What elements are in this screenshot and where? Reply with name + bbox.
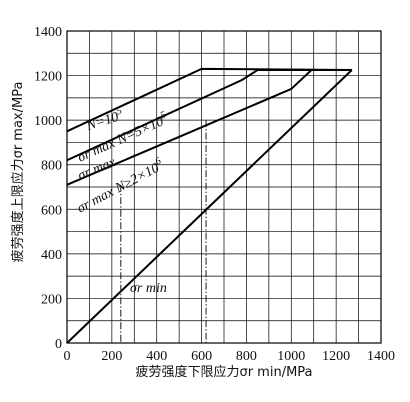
y-tick-label: 600	[41, 203, 62, 218]
y-tick-label: 1000	[34, 114, 62, 129]
annotation-smin: σr min	[130, 281, 167, 296]
series-lines	[66, 67, 353, 344]
y-tick-label: 0	[55, 337, 62, 352]
y-tick-label: 1200	[34, 70, 62, 85]
x-tick-label: 1000	[277, 349, 305, 364]
x-tick-labels: 0 200 400 600 800 1000 1200 1400	[64, 349, 396, 364]
y-tick-labels: 0 200 400 600 800 1000 1200 1400	[34, 25, 62, 352]
y-tick-label: 200	[41, 292, 62, 307]
x-tick-label: 1400	[367, 349, 395, 364]
y-tick-label: 800	[41, 159, 62, 174]
x-tick-label: 200	[101, 349, 122, 364]
y-tick-label: 400	[41, 248, 62, 263]
dashed-reference-lines	[120, 120, 207, 343]
x-tick-label: 0	[64, 349, 71, 364]
grid	[67, 31, 381, 343]
y-axis-title: 疲劳强度上限应力σr max/MPa	[10, 82, 26, 263]
plot-frame	[66, 30, 382, 344]
x-tick-label: 800	[236, 349, 257, 364]
y-tick-label: 1400	[34, 25, 62, 40]
series-line	[66, 69, 352, 186]
series-line	[66, 69, 353, 344]
x-tick-label: 1200	[322, 349, 350, 364]
x-tick-label: 600	[191, 349, 212, 364]
x-tick-label: 400	[146, 349, 167, 364]
series-line	[66, 69, 352, 162]
x-axis-title: 疲劳强度下限应力σr min/MPa	[135, 364, 312, 380]
